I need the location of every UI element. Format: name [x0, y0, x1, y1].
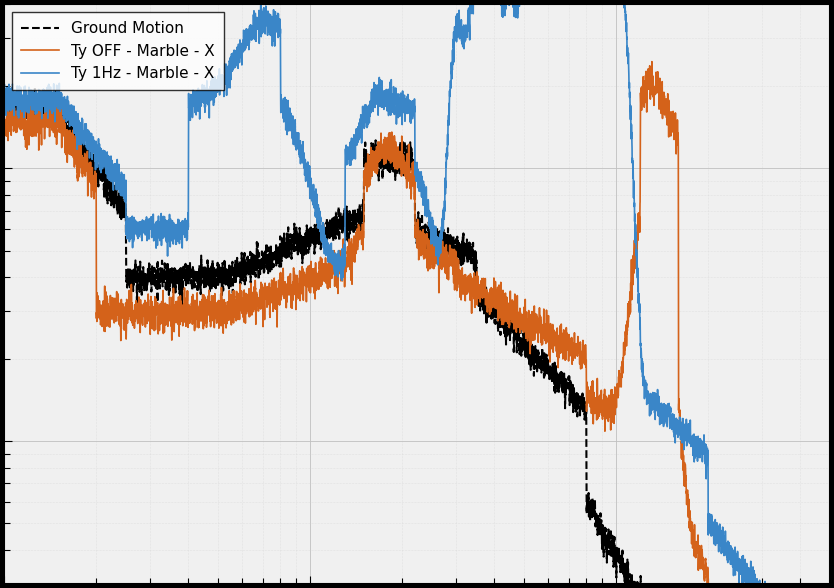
Legend: Ground Motion, Ty OFF - Marble - X, Ty 1Hz - Marble - X: Ground Motion, Ty OFF - Marble - X, Ty 1…	[12, 12, 224, 91]
Ty OFF - Marble - X	[611, 402, 621, 409]
Ty 1Hz - Marble - X	[0, 87, 9, 94]
Ground Motion	[488, 304, 498, 311]
Ty OFF - Marble - X	[298, 266, 308, 273]
Ground Motion	[611, 574, 621, 581]
Ty OFF - Marble - X	[0, 114, 9, 121]
Ty OFF - Marble - X	[488, 292, 498, 299]
Ground Motion	[299, 241, 309, 248]
Ty 1Hz - Marble - X	[41, 88, 51, 95]
Ty OFF - Marble - X	[647, 58, 657, 65]
Ty OFF - Marble - X	[524, 307, 534, 314]
Line: Ty OFF - Marble - X: Ty OFF - Marble - X	[4, 62, 830, 588]
Ground Motion	[0, 102, 9, 109]
Ty 1Hz - Marble - X	[298, 146, 308, 153]
Ty OFF - Marble - X	[656, 79, 666, 86]
Line: Ty 1Hz - Marble - X: Ty 1Hz - Marble - X	[4, 0, 830, 588]
Ground Motion	[30, 84, 40, 91]
Ground Motion	[524, 349, 534, 356]
Ground Motion	[41, 89, 51, 96]
Line: Ground Motion: Ground Motion	[4, 88, 830, 588]
Ty OFF - Marble - X	[41, 117, 51, 124]
Ty 1Hz - Marble - X	[656, 406, 666, 413]
